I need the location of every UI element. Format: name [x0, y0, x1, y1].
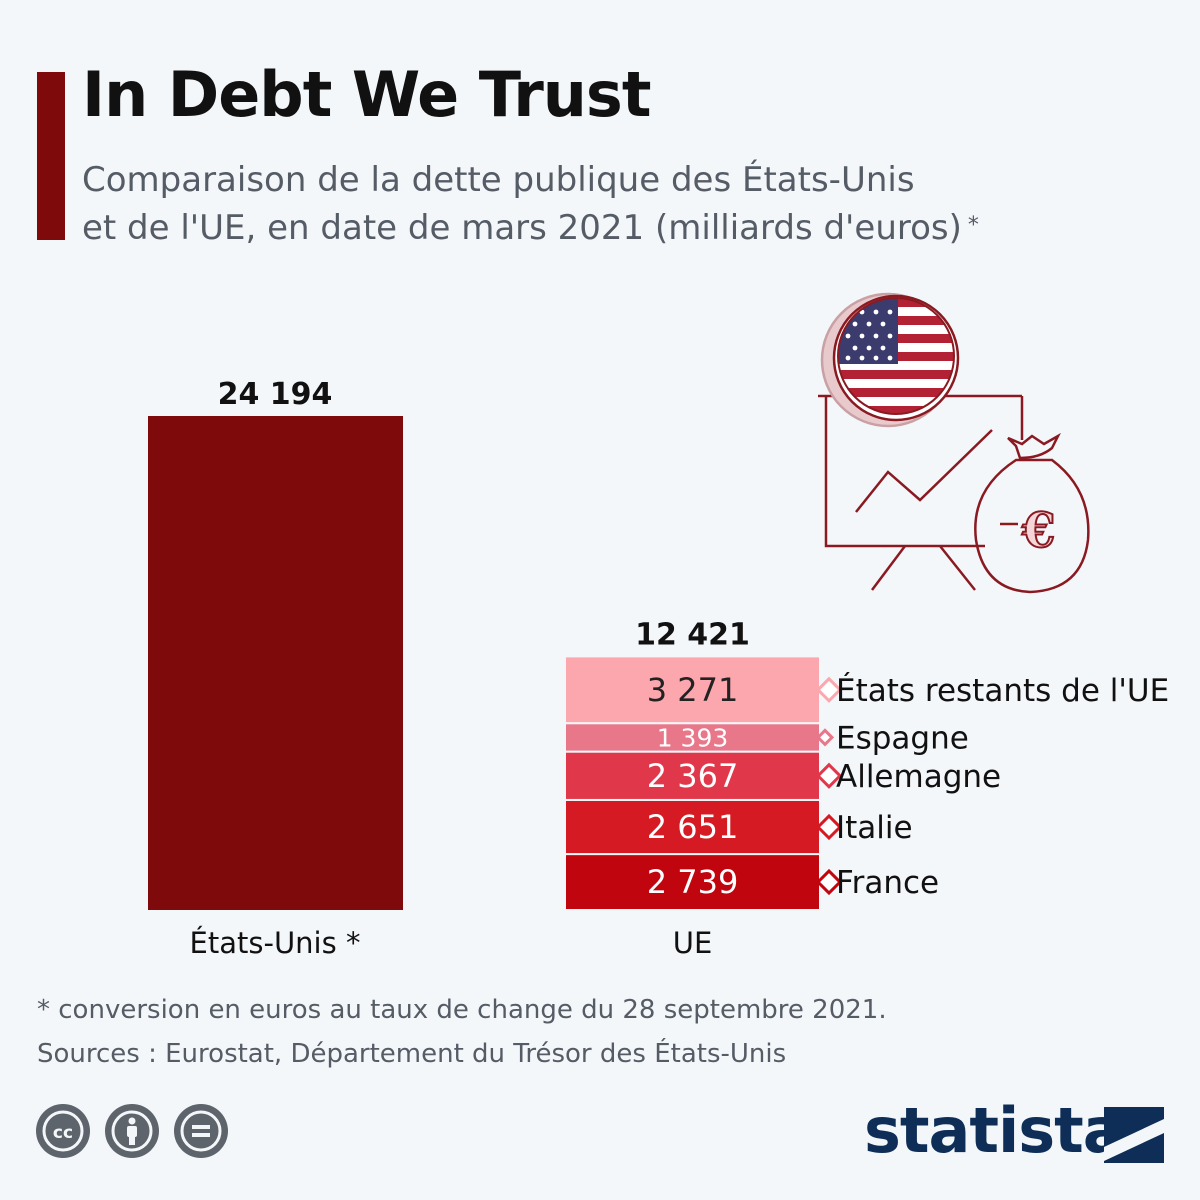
footnote-sources: Sources : Eurostat, Département du Tréso… [37, 1039, 787, 1069]
subtitle-line-2-text: et de l'UE, en date de mars 2021 (millia… [82, 208, 962, 248]
subtitle-line-2: et de l'UE, en date de mars 2021 (millia… [82, 204, 1042, 252]
bar-segment-2 [564, 750, 821, 801]
legend-marker-segment-2 [815, 762, 843, 789]
statista-logo[interactable]: statista [864, 1094, 1125, 1167]
value-label-segment-0: 2 739 [647, 863, 739, 901]
eu-series: 2 739 France 2 651 Italie 2 367 Allemagne 1 39… [564, 617, 1169, 960]
svg-text:cc: cc [53, 1123, 73, 1143]
no-derivatives-icon[interactable] [174, 1104, 228, 1158]
value-label-segment-2: 2 367 [647, 757, 739, 795]
chart-easel-icon [818, 394, 1024, 591]
money-bag-euro-icon [974, 432, 1090, 594]
legend-marker-segment-1 [815, 813, 843, 841]
legend-label-segment-3: Espagne [836, 720, 969, 756]
legend-marker-segment-0 [815, 868, 843, 896]
category-label-ue: UE [673, 926, 713, 960]
statista-logo-mark-icon [1104, 1107, 1164, 1163]
legend-label-segment-2: Allemagne [836, 759, 1001, 795]
creative-commons-icon[interactable]: cc [36, 1104, 90, 1158]
legend-label-segment-4: États restants de l'UE [836, 673, 1169, 709]
bar-segment-0 [564, 853, 821, 912]
us-series: 24 194 États-Unis * [148, 377, 403, 960]
subtitle-asterisk: * [967, 213, 979, 238]
license-icons: cc [36, 1104, 228, 1158]
bar-segment-4 [564, 655, 821, 725]
title-accent-bar [37, 72, 65, 240]
footnote: * conversion en euros au taux de change … [37, 988, 887, 1076]
page-subtitle: Comparaison de la dette publique des Éta… [82, 156, 1042, 252]
legend-marker-segment-4 [815, 676, 843, 703]
attribution-icon[interactable] [105, 1104, 159, 1158]
category-label-etats-unis: États-Unis * [190, 926, 361, 960]
bar-etats-unis [148, 416, 403, 910]
euro-sign-icon: € [1020, 502, 1056, 560]
value-label-segment-4: 3 271 [647, 671, 739, 709]
total-label-ue: 12 421 [635, 617, 750, 652]
value-label-segment-3: 1 393 [657, 723, 729, 752]
subtitle-line-1: Comparaison de la dette publique des Éta… [82, 160, 915, 200]
total-label-etats-unis: 24 194 [218, 377, 333, 412]
legend-marker-segment-3 [815, 728, 835, 747]
value-label-segment-1: 2 651 [647, 808, 739, 846]
page-title: In Debt We Trust [82, 58, 651, 131]
footnote-conversion: * conversion en euros au taux de change … [37, 995, 887, 1025]
us-flag-emblem [837, 297, 955, 415]
legend-label-segment-1: Italie [836, 810, 913, 846]
svg-text:€: € [1021, 503, 1055, 559]
legend-label-segment-0: France [836, 865, 939, 901]
